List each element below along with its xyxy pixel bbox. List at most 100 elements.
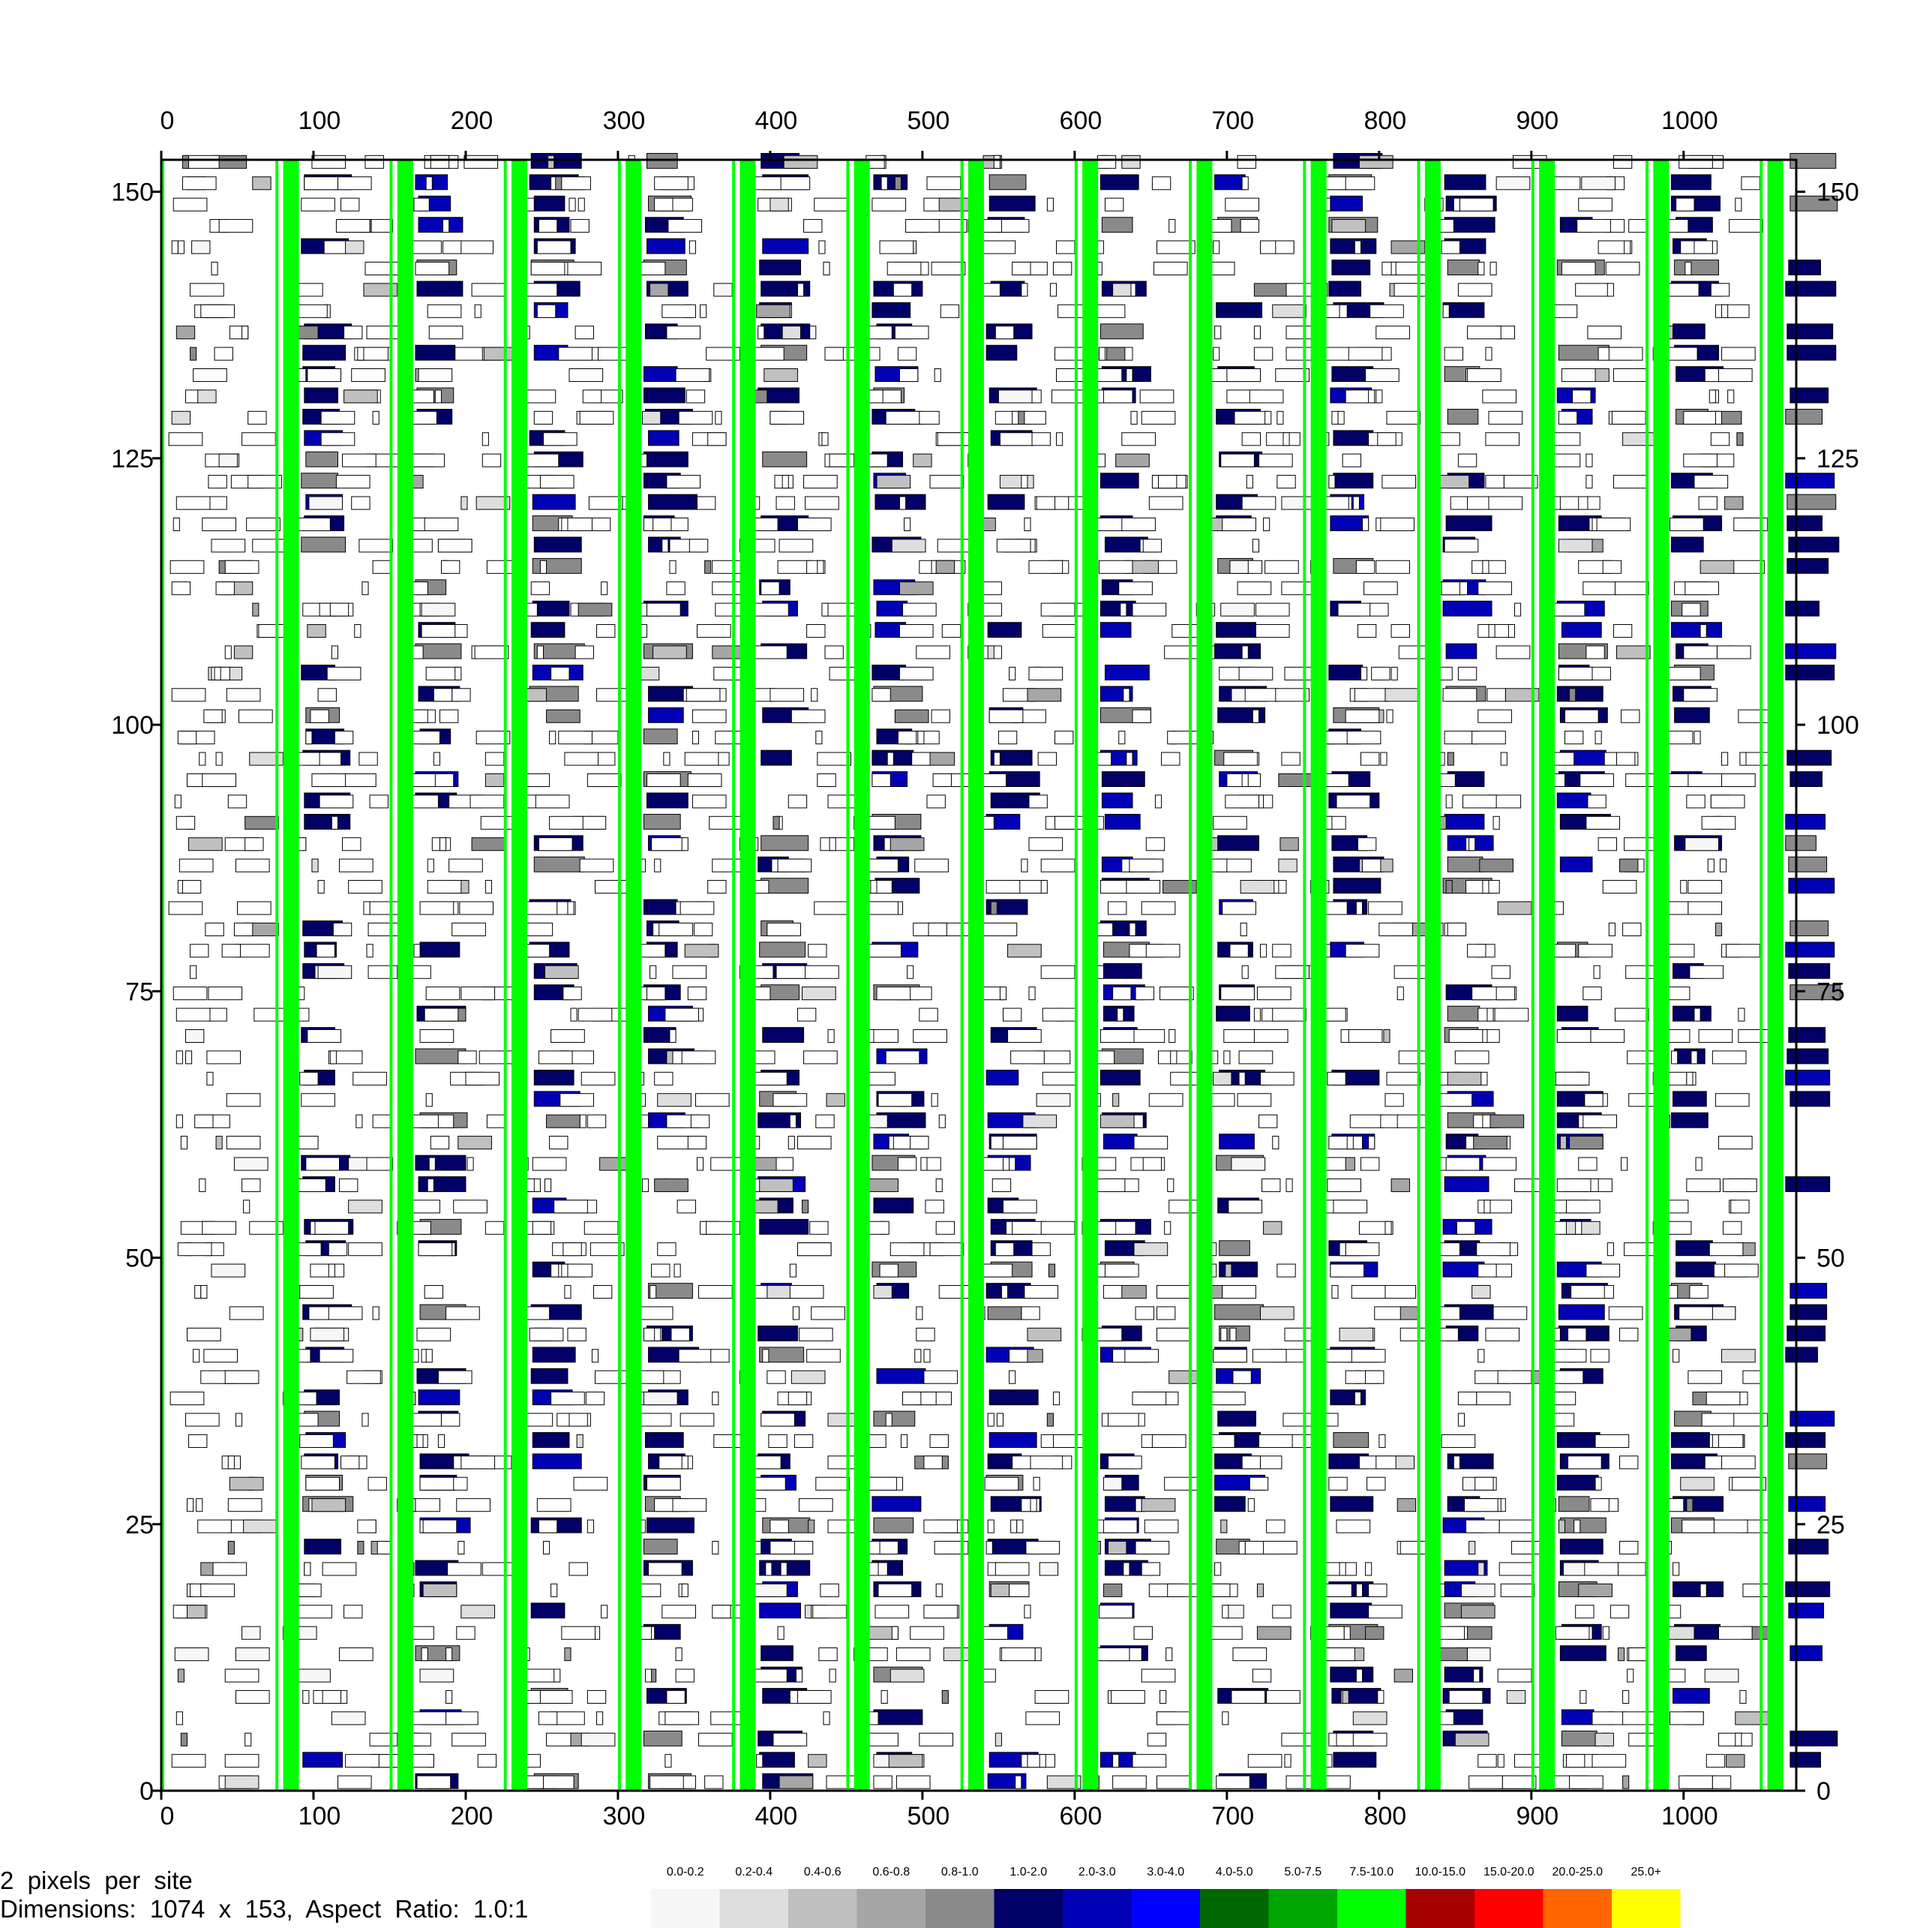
site-cell: [1683, 410, 1718, 425]
site-cell: [1478, 1754, 1497, 1768]
site-cell: [827, 1029, 835, 1044]
site-cell: [646, 792, 688, 809]
site-cell: [1738, 1008, 1745, 1022]
green-divider-line: [1646, 160, 1649, 1791]
site-cell: [344, 389, 378, 404]
site-cell: [1394, 965, 1429, 979]
site-cell: [1559, 1645, 1606, 1662]
site-cell: [1052, 1434, 1088, 1448]
site-cell: [820, 1583, 839, 1597]
site-cell: [1584, 1093, 1604, 1107]
site-cell: [342, 453, 376, 467]
site-cell: [694, 1093, 730, 1107]
site-cell: [986, 1069, 1019, 1086]
green-divider-line: [1189, 160, 1192, 1791]
site-cell: [424, 1008, 459, 1022]
site-cell: [1161, 752, 1180, 766]
site-cell: [176, 1711, 183, 1725]
site-cell: [1264, 410, 1272, 425]
site-cell: [215, 752, 223, 766]
site-cell: [1490, 1114, 1525, 1128]
site-cell: [1682, 1519, 1716, 1533]
pixels-per-site-text: 2 pixels per site: [0, 1866, 193, 1894]
site-cell: [1370, 304, 1404, 318]
site-cell: [794, 1541, 814, 1555]
site-cell: [981, 240, 1016, 254]
site-cell: [299, 1284, 334, 1299]
green-band: [397, 160, 413, 1791]
site-cell: [1584, 1562, 1619, 1576]
site-cell: [1474, 1476, 1494, 1491]
site-cell: [1555, 1626, 1590, 1640]
site-cell: [680, 1413, 715, 1427]
site-cell: [1686, 794, 1706, 809]
site-cell: [1217, 835, 1259, 851]
site-cell: [1486, 688, 1506, 702]
site-cell: [1138, 1413, 1145, 1427]
site-cell: [1400, 1306, 1420, 1320]
site-cell: [358, 752, 378, 766]
site-cell: [224, 1775, 260, 1789]
site-cell: [1612, 368, 1648, 383]
site-cell: [1564, 731, 1584, 745]
site-cell: [368, 922, 403, 936]
site-cell: [920, 1157, 928, 1171]
site-cell: [208, 496, 227, 510]
site-cell: [1141, 1562, 1161, 1576]
site-cell: [1614, 1008, 1649, 1022]
site-cell: [1786, 749, 1832, 766]
site-cell: [1578, 197, 1612, 212]
site-cell: [923, 1370, 958, 1384]
site-cell: [1619, 1541, 1639, 1555]
site-cell: [305, 451, 338, 467]
site-cell: [1621, 709, 1640, 723]
site-cell: [523, 901, 558, 915]
site-cell: [1698, 1029, 1733, 1044]
site-cell: [756, 304, 790, 318]
site-cell: [672, 1498, 707, 1512]
site-cell: [190, 283, 224, 297]
site-cell: [778, 1775, 814, 1789]
site-cell: [1025, 1711, 1060, 1725]
site-cell: [987, 1306, 1022, 1320]
site-cell: [817, 773, 836, 787]
site-cell: [1028, 837, 1064, 851]
site-cell: [669, 1029, 676, 1044]
site-cell: [564, 1647, 572, 1662]
site-cell: [1330, 1602, 1372, 1619]
site-cell: [442, 219, 450, 233]
site-cell: [211, 1263, 246, 1278]
site-cell: [532, 600, 570, 617]
site-cell: [171, 688, 206, 702]
site-cell: [1022, 1114, 1058, 1128]
site-cell: [1586, 645, 1605, 659]
site-cell: [885, 1050, 920, 1065]
site-cell: [1561, 622, 1602, 638]
site-cell: [760, 581, 780, 596]
site-cell: [224, 1370, 260, 1384]
site-cell: [777, 560, 812, 574]
site-cell: [868, 1114, 888, 1128]
site-cell: [1147, 1732, 1167, 1746]
site-cell: [935, 560, 956, 574]
site-cell: [425, 1093, 433, 1107]
site-cell: [310, 1327, 345, 1341]
site-cell: [561, 517, 568, 531]
site-cell: [1587, 794, 1606, 809]
site-cell: [759, 1178, 794, 1192]
legend-swatch: [651, 1889, 720, 1928]
site-cell: [650, 1284, 657, 1299]
site-cell: [1237, 1093, 1272, 1107]
site-cell: [1266, 1689, 1300, 1704]
site-cell: [1720, 858, 1727, 872]
site-cell: [233, 922, 254, 936]
site-cell: [1263, 1541, 1298, 1555]
site-cell: [796, 1136, 832, 1150]
site-cell: [1234, 410, 1269, 425]
site-cell: [886, 752, 894, 766]
site-cell: [304, 387, 338, 404]
site-cell: [474, 645, 509, 659]
site-cell: [987, 1413, 994, 1427]
x-tick-label-top: 600: [1060, 107, 1102, 135]
site-cell: [1219, 1240, 1250, 1257]
